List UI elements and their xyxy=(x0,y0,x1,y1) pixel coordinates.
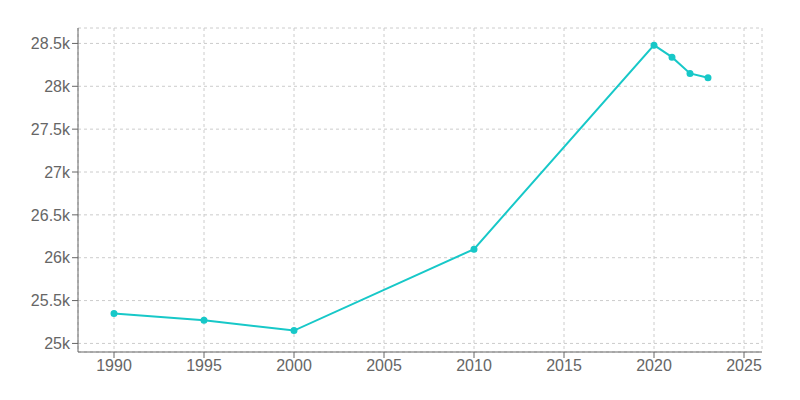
svg-text:2000: 2000 xyxy=(276,357,312,374)
svg-text:26k: 26k xyxy=(44,249,71,266)
svg-text:2015: 2015 xyxy=(546,357,582,374)
svg-text:1990: 1990 xyxy=(96,357,132,374)
svg-text:26.5k: 26.5k xyxy=(31,207,71,224)
svg-text:2005: 2005 xyxy=(366,357,402,374)
svg-text:28.5k: 28.5k xyxy=(31,35,71,52)
svg-text:27.5k: 27.5k xyxy=(31,121,71,138)
svg-text:2025: 2025 xyxy=(726,357,762,374)
svg-text:1995: 1995 xyxy=(186,357,222,374)
svg-text:2010: 2010 xyxy=(456,357,492,374)
svg-text:28k: 28k xyxy=(44,78,71,95)
svg-text:27k: 27k xyxy=(44,164,71,181)
svg-text:25k: 25k xyxy=(44,335,71,352)
svg-text:25.5k: 25.5k xyxy=(31,292,71,309)
svg-text:2020: 2020 xyxy=(636,357,672,374)
